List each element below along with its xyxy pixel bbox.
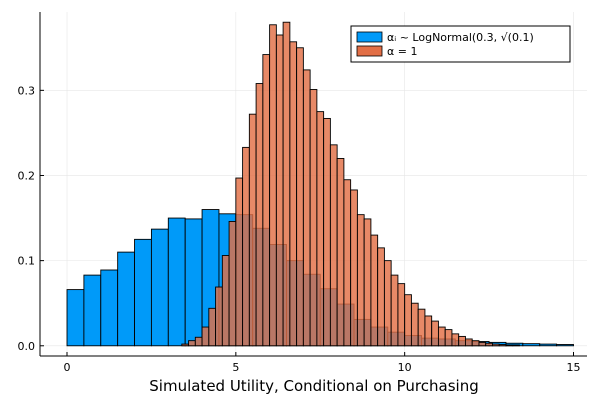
x-axis-title: Simulated Utility, Conditional on Purcha… [149,377,478,395]
bar-alpha-one [201,326,210,347]
y-tick-label: 0.3 [18,84,36,97]
bar-alpha-one [505,344,514,347]
bar-alpha-one [437,326,446,347]
bar-alpha-one [215,286,223,347]
bar-alpha-one [194,336,203,347]
y-tick-label: 0.0 [18,340,36,353]
x-tick-label: 5 [232,361,239,374]
bar-lognormal [66,289,85,347]
x-tick-label: 10 [398,361,412,374]
x-tick-label: 0 [64,361,71,374]
bar-alpha-one [248,113,257,347]
x-tick-label: 15 [566,361,580,374]
bar-alpha-one [255,83,264,347]
legend-swatch-alpha-one [356,45,383,57]
bar-alpha-one [275,34,284,347]
bar-alpha-one [323,117,331,347]
bar-alpha-one [444,329,453,347]
bar-alpha-one [235,177,244,347]
bar-alpha-one [417,308,426,347]
legend-label-alpha-one: α = 1 [387,45,417,58]
bar-alpha-one [302,69,311,347]
bar-alpha-one [404,294,412,347]
bar-lognormal [539,343,558,347]
bar-lognormal [150,228,169,347]
bar-alpha-one [390,274,399,347]
legend-label-lognormal: αᵢ ~ LogNormal(0.3, √(0.1) [387,31,534,44]
bar-alpha-one [363,218,372,347]
bar-alpha-one [424,315,433,347]
bar-alpha-one [296,47,304,347]
bar-alpha-one [485,342,493,347]
bar-alpha-one [471,340,480,347]
bar-alpha-one [492,343,500,347]
axes [39,12,587,357]
bar-alpha-one [431,320,439,347]
bar-lognormal [522,343,541,347]
bar-alpha-one [451,333,460,347]
bar-alpha-one [512,344,520,347]
bar-lognormal [556,344,574,347]
bar-alpha-one [242,146,250,347]
bar-alpha-one [208,307,217,347]
histogram-bars [66,21,574,347]
bar-alpha-one [329,144,338,347]
bar-alpha-one [343,179,352,347]
legend: αᵢ ~ LogNormal(0.3, √(0.1) α = 1 [350,25,571,63]
bar-lognormal [83,274,102,347]
bar-alpha-one [370,234,379,347]
tick-labels: 0 5 10 15 0.0 0.1 0.2 0.3 [18,84,581,374]
bar-alpha-one [282,21,291,347]
bar-alpha-one [383,260,392,347]
y-tick-label: 0.1 [18,255,36,268]
bar-alpha-one [316,111,325,347]
legend-swatch-lognormal [356,31,383,43]
bar-alpha-one [350,189,358,347]
bar-alpha-one [221,255,230,347]
bar-alpha-one [228,221,237,347]
bar-lognormal [117,251,135,347]
bar-alpha-one [464,338,473,347]
bar-lognormal [134,238,152,347]
legend-box [350,25,571,63]
bar-alpha-one [410,302,419,347]
bar-alpha-one [309,89,318,347]
bar-alpha-one [181,343,190,347]
bar-alpha-one [377,247,385,347]
bar-alpha-one [458,335,466,347]
bar-alpha-one [262,54,271,347]
bar-alpha-one [356,214,365,347]
bar-alpha-one [188,340,196,347]
bar-alpha-one [289,41,298,347]
bar-lognormal [100,269,119,347]
bar-lognormal [184,218,203,347]
bar-alpha-one [336,158,345,347]
y-tick-label: 0.2 [18,169,36,182]
bar-alpha-one [498,344,507,347]
bar-lognormal [167,217,186,347]
bar-alpha-one [397,283,406,347]
bar-alpha-one [269,24,277,347]
bar-alpha-one [478,341,487,347]
